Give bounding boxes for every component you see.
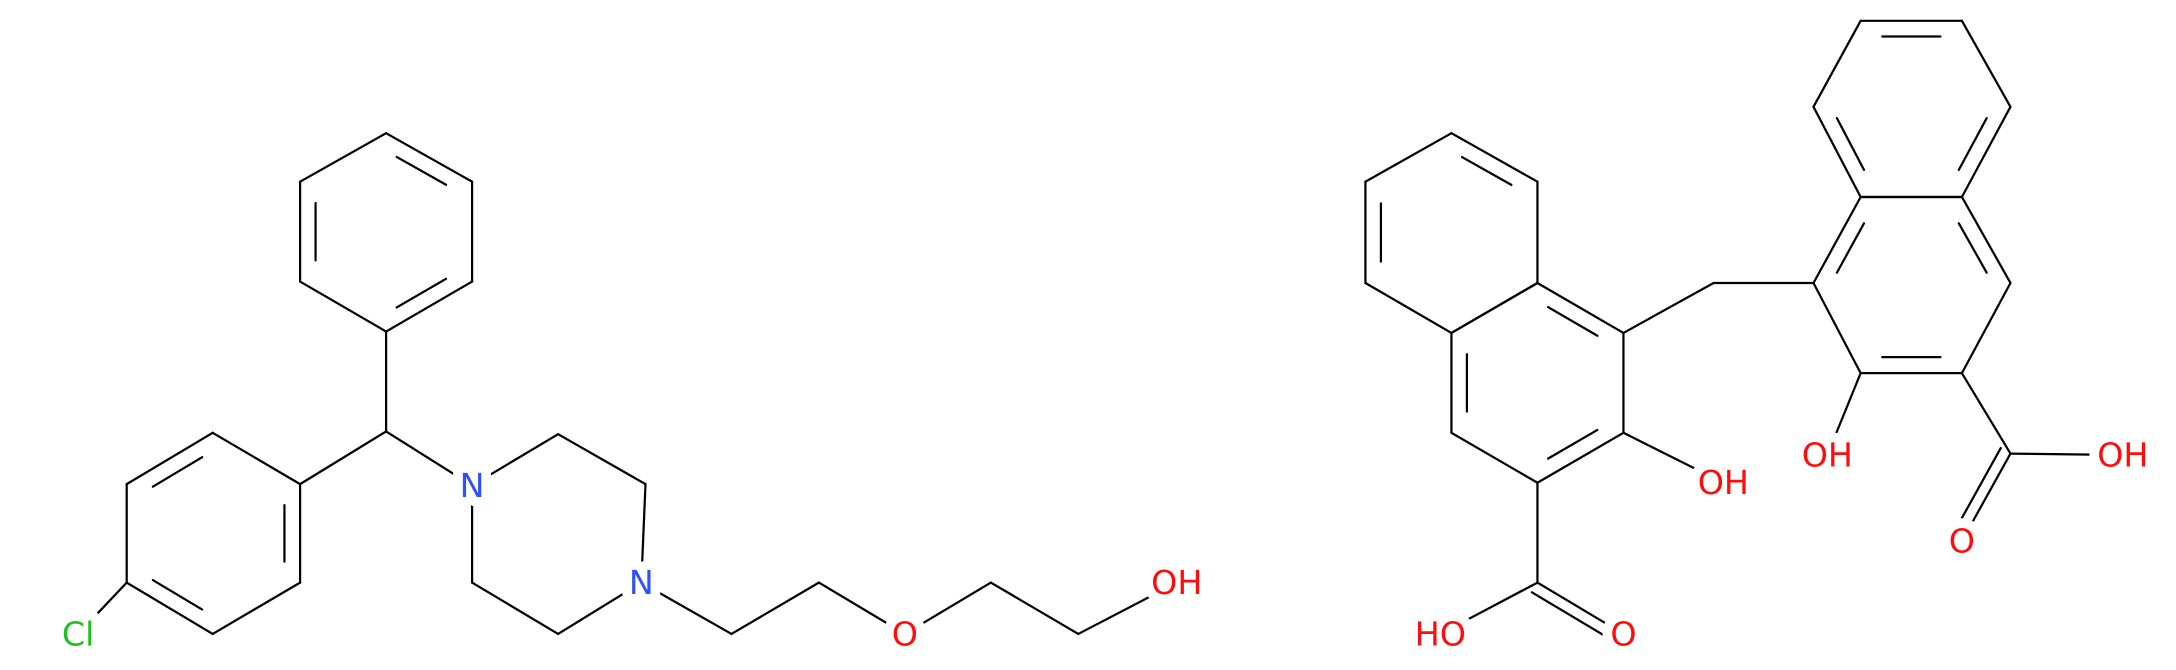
atom-label: OH bbox=[1151, 563, 1202, 602]
bond bbox=[1812, 195, 1862, 285]
bond bbox=[1812, 105, 1862, 199]
atom-label: O bbox=[1610, 614, 1636, 653]
bond bbox=[1364, 281, 1453, 335]
bond bbox=[1960, 19, 2012, 108]
bond bbox=[640, 483, 647, 584]
bond bbox=[1835, 117, 1866, 172]
bond bbox=[1536, 431, 1625, 484]
bond bbox=[1812, 281, 1862, 375]
atom-label: HO bbox=[1415, 614, 1466, 653]
bond bbox=[470, 433, 560, 487]
bond bbox=[1835, 222, 1866, 274]
bond bbox=[1826, 372, 1862, 457]
bond bbox=[1622, 281, 1715, 335]
bond bbox=[1450, 281, 1539, 335]
bond bbox=[1957, 222, 1988, 274]
bond bbox=[151, 578, 204, 611]
bond bbox=[384, 430, 474, 487]
bond bbox=[556, 581, 643, 636]
bond bbox=[470, 581, 560, 636]
bond bbox=[1364, 132, 1453, 183]
bond bbox=[817, 581, 907, 636]
bond bbox=[730, 581, 821, 636]
bond bbox=[640, 581, 733, 636]
atom-label: N bbox=[460, 466, 485, 505]
bond bbox=[1960, 195, 2012, 285]
bond bbox=[556, 433, 647, 486]
bonds bbox=[77, 19, 2124, 645]
bond bbox=[1960, 105, 2012, 199]
bond bbox=[1957, 117, 1988, 172]
atom-label: OH bbox=[1802, 435, 1853, 474]
bond bbox=[1812, 19, 1862, 108]
bond bbox=[395, 155, 448, 186]
bond bbox=[1450, 132, 1539, 183]
bond bbox=[125, 581, 214, 636]
bond bbox=[211, 431, 302, 486]
atom-label: O bbox=[1949, 521, 1975, 560]
bond bbox=[1077, 581, 1178, 636]
bond bbox=[77, 581, 128, 636]
bond bbox=[298, 430, 388, 486]
bond bbox=[1960, 372, 2012, 455]
bond bbox=[1622, 431, 1725, 484]
bond bbox=[1951, 446, 2002, 537]
bond bbox=[1530, 591, 1620, 645]
atom-label: OH bbox=[1698, 463, 1749, 502]
bond bbox=[151, 456, 204, 488]
atom-label: OH bbox=[2097, 435, 2148, 474]
bond bbox=[298, 132, 388, 183]
atom-labels: Cl N N O OH OH HO O OH OH O bbox=[52, 426, 2158, 663]
bond bbox=[989, 581, 1080, 636]
bond bbox=[1546, 428, 1599, 460]
bond bbox=[1439, 581, 1539, 636]
bond bbox=[384, 132, 474, 183]
bond bbox=[1450, 431, 1539, 484]
bond bbox=[384, 280, 474, 333]
atom-label: Cl bbox=[62, 614, 94, 653]
bond bbox=[1960, 452, 2012, 543]
atom-label: N bbox=[629, 563, 654, 602]
bond bbox=[903, 581, 993, 636]
bond bbox=[211, 581, 302, 636]
bond bbox=[125, 431, 214, 486]
bond bbox=[2009, 452, 2124, 457]
bond bbox=[1960, 281, 2012, 375]
bond bbox=[1460, 155, 1513, 187]
atom-label: O bbox=[892, 614, 918, 653]
bond bbox=[1536, 581, 1625, 636]
bond bbox=[1546, 305, 1599, 337]
bond bbox=[298, 280, 388, 333]
bond bbox=[1536, 281, 1625, 335]
bond bbox=[395, 277, 448, 309]
